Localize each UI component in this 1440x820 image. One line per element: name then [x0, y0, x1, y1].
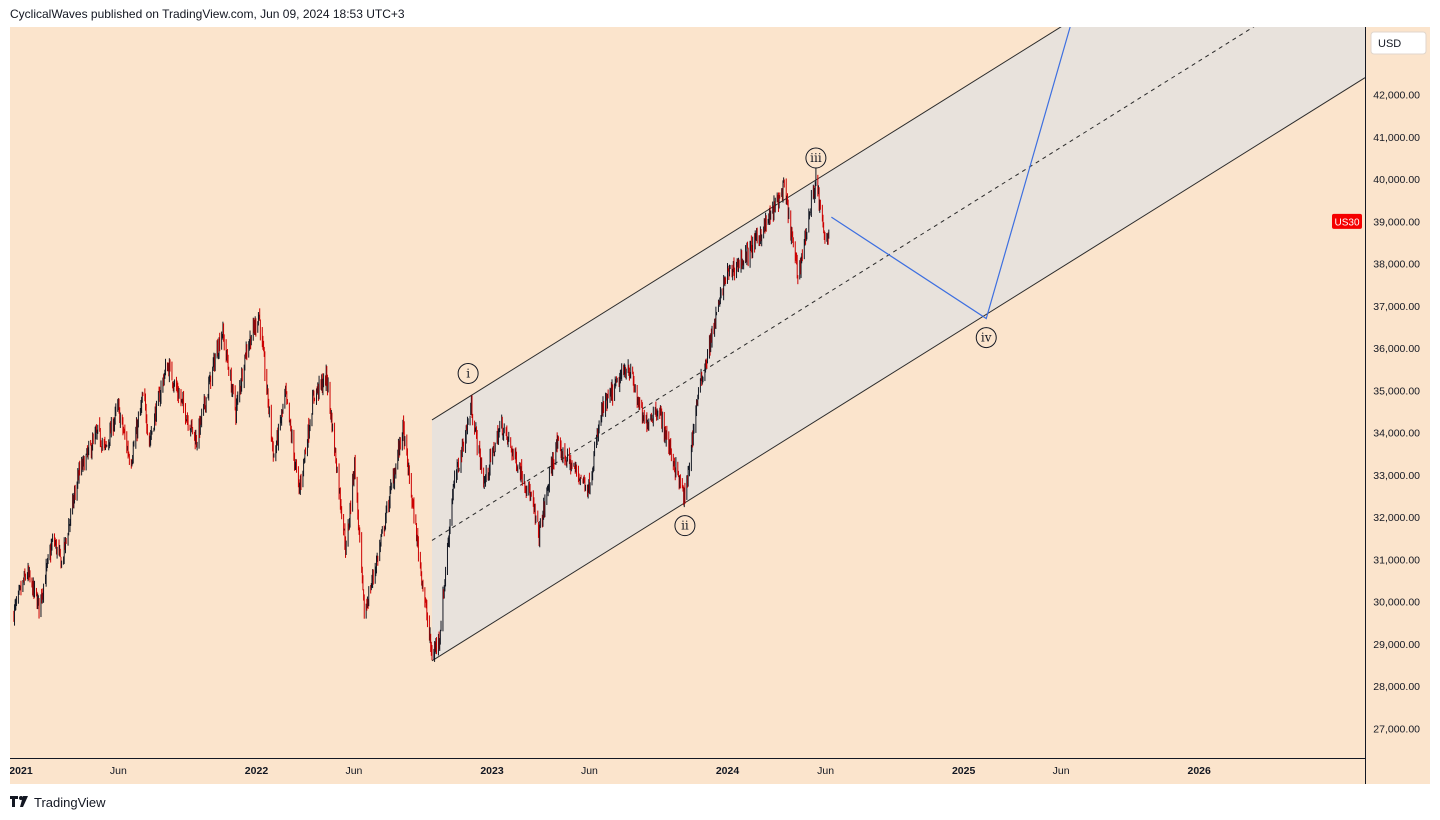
price-tick-label: 27,000.00 — [1373, 723, 1420, 735]
time-tick-label: 2022 — [245, 765, 269, 777]
symbol-price-badge-label: US30 — [1334, 217, 1359, 228]
chart-container[interactable]: i ii iii iv USD 27,000.00 28,000.00 29,000.00… — [10, 27, 1430, 784]
price-tick-label: 30,000.00 — [1373, 597, 1420, 609]
projection-path[interactable] — [831, 27, 1071, 320]
wave-label-circle[interactable] — [674, 515, 696, 537]
wave-label-circle[interactable] — [457, 362, 479, 384]
currency-label: USD — [1378, 38, 1401, 50]
channel-fill — [431, 27, 1365, 661]
price-tick-label: 38,000.00 — [1373, 259, 1420, 271]
price-tick-label: 41,000.00 — [1373, 132, 1420, 144]
price-tick-label: 32,000.00 — [1373, 512, 1420, 524]
time-tick-label: 2026 — [1187, 765, 1211, 777]
footer-brand[interactable]: TradingView — [34, 794, 106, 810]
price-tick-label: 31,000.00 — [1373, 554, 1420, 566]
tradingview-logo-icon[interactable] — [10, 796, 30, 808]
wave-label-ii: ii — [681, 519, 689, 533]
time-tick-label: Jun — [1053, 765, 1070, 777]
price-tick-label: 33,000.00 — [1373, 470, 1420, 482]
wave-label-iv: iv — [981, 331, 992, 345]
price-tick-label: 42,000.00 — [1373, 90, 1420, 102]
publisher-info: CyclicalWaves published on TradingView.c… — [10, 7, 405, 21]
time-axis-background — [10, 758, 1430, 784]
time-tick-label: 2021 — [10, 765, 33, 777]
wave-label-i: i — [466, 366, 470, 380]
price-tick-label: 34,000.00 — [1373, 428, 1420, 440]
price-tick-label: 28,000.00 — [1373, 681, 1420, 693]
wave-label-circle[interactable] — [805, 147, 827, 169]
time-scale[interactable]: 2021 Jun 2022 Jun 2023 Jun 2024 Jun 2025 Jun 2026 — [10, 765, 1211, 777]
price-scale[interactable]: 27,000.00 28,000.00 29,000.00 30,000.00 31,0… — [1373, 90, 1420, 736]
time-tick-label: Jun — [817, 765, 834, 777]
price-tick-label: 36,000.00 — [1373, 343, 1420, 355]
time-tick-label: 2025 — [952, 765, 976, 777]
currency-button[interactable]: USD — [1370, 31, 1427, 55]
footer: TradingView — [10, 792, 106, 812]
price-tick-label: 37,000.00 — [1373, 301, 1420, 313]
price-axis-background — [1366, 27, 1430, 758]
time-tick-label: 2023 — [480, 765, 504, 777]
price-tick-label: 29,000.00 — [1373, 639, 1420, 651]
time-tick-label: 2024 — [716, 765, 740, 777]
time-tick-label: Jun — [581, 765, 598, 777]
wave-label-iii: iii — [810, 151, 822, 165]
price-tick-label: 39,000.00 — [1373, 216, 1420, 228]
time-tick-label: Jun — [110, 765, 127, 777]
symbol-price-badge: US30 — [1332, 213, 1362, 229]
channel-upper-line[interactable] — [431, 27, 1365, 421]
price-tick-label: 35,000.00 — [1373, 385, 1420, 397]
time-tick-label: Jun — [345, 765, 362, 777]
candles-group — [13, 167, 830, 662]
wave-label-circle[interactable] — [975, 327, 997, 349]
channel-lower-line[interactable] — [431, 77, 1366, 662]
price-tick-label: 40,000.00 — [1373, 174, 1420, 186]
